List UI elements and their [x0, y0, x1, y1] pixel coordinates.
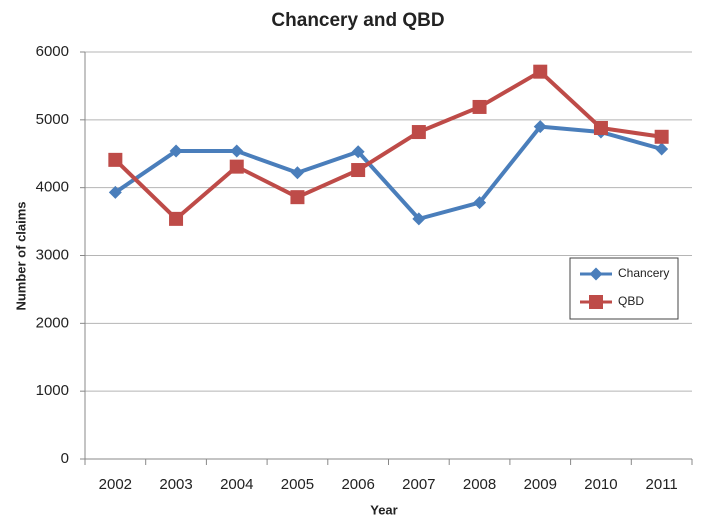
y-tick-label: 5000 — [36, 111, 69, 128]
y-tick-label: 1000 — [36, 382, 69, 399]
legend-box — [569, 257, 679, 320]
legend-label: Chancery — [618, 266, 669, 280]
x-tick-label: 2009 — [524, 476, 557, 493]
data-point — [473, 196, 487, 210]
x-tick-label: 2005 — [281, 476, 314, 493]
x-tick-label: 2003 — [159, 476, 192, 493]
data-point — [593, 120, 608, 135]
x-axis-label: Year — [370, 502, 397, 517]
chart-title: Chancery and QBD — [271, 10, 444, 31]
series-line — [114, 124, 663, 221]
data-point — [654, 129, 669, 144]
data-point — [533, 64, 548, 79]
data-point — [108, 185, 122, 199]
data-point — [169, 211, 184, 226]
y-tick-label: 3000 — [36, 246, 69, 263]
data-point — [169, 144, 183, 158]
data-point — [533, 120, 547, 134]
data-point — [351, 163, 366, 178]
legend-marker — [589, 267, 603, 281]
data-point — [108, 152, 123, 167]
y-tick-label: 4000 — [36, 179, 69, 196]
x-tick-label: 2002 — [99, 476, 132, 493]
data-point — [472, 99, 487, 114]
data-point — [411, 125, 426, 140]
x-tick-label: 2004 — [220, 476, 253, 493]
data-point — [229, 159, 244, 174]
legend-label: QBD — [618, 294, 644, 308]
y-tick-label: 0 — [61, 450, 69, 467]
x-tick-label: 2011 — [646, 476, 678, 493]
data-point — [412, 212, 426, 226]
data-point — [351, 145, 365, 159]
x-tick-label: 2006 — [341, 476, 374, 493]
x-tick-label: 2010 — [584, 476, 617, 493]
x-tick-label: 2008 — [463, 476, 496, 493]
y-tick-label: 2000 — [36, 314, 69, 331]
data-point — [290, 190, 305, 205]
data-point — [230, 144, 244, 158]
x-tick-label: 2007 — [402, 476, 435, 493]
y-tick-label: 6000 — [36, 43, 69, 60]
series-line — [113, 69, 662, 221]
legend: Chancery QBD — [569, 257, 679, 320]
y-axis-label: Number of claims — [13, 201, 28, 310]
data-point — [655, 142, 669, 156]
data-point — [290, 166, 304, 180]
legend-marker — [589, 295, 603, 309]
